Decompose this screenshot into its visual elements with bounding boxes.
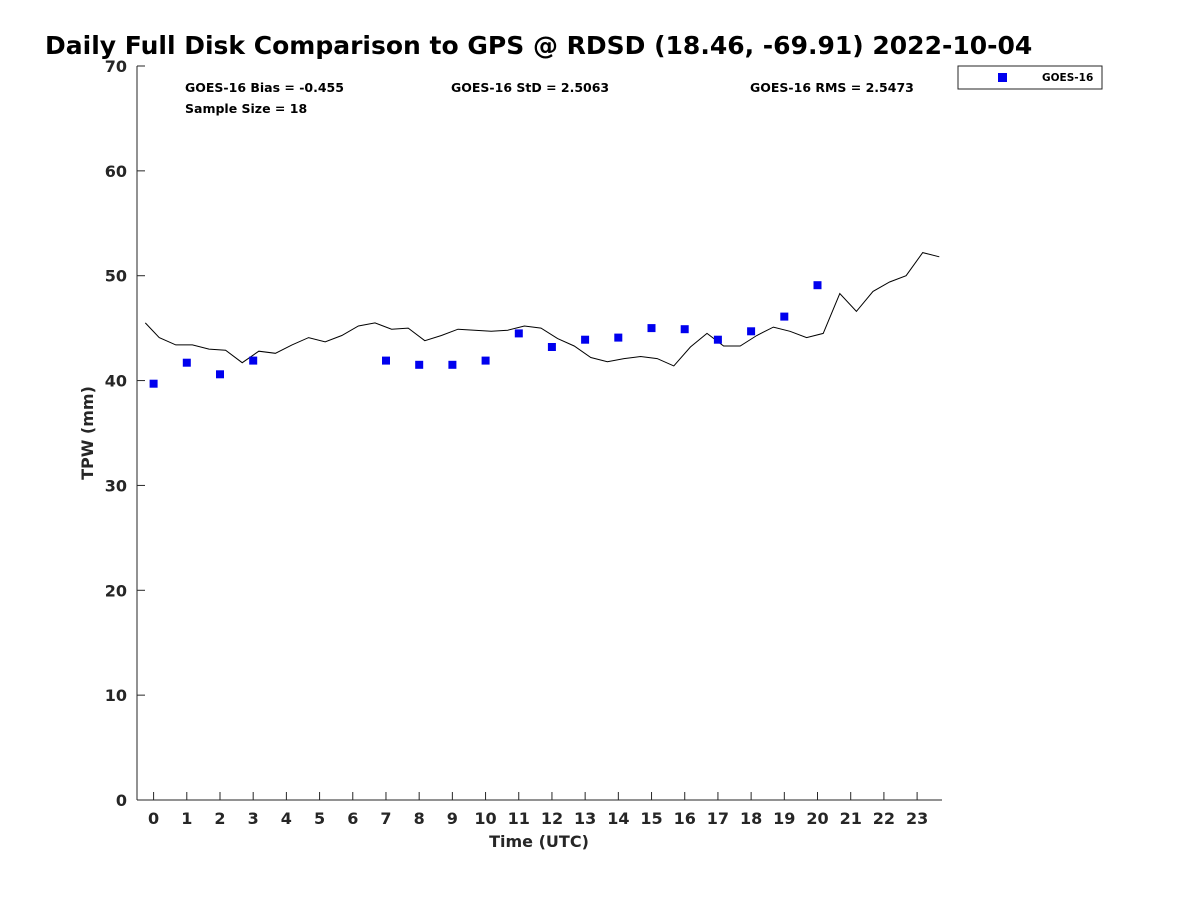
- goes16-point: [149, 379, 158, 388]
- rms-stat: GOES-16 RMS = 2.5473: [750, 80, 914, 95]
- legend: GOES-16: [957, 65, 1103, 90]
- legend-label: GOES-16: [1042, 72, 1093, 84]
- x-tick-label: 22: [873, 809, 895, 828]
- x-tick-label: 23: [906, 809, 928, 828]
- y-tick-label: 20: [105, 581, 127, 600]
- x-tick-label: 14: [607, 809, 629, 828]
- goes16-point: [382, 356, 390, 365]
- gps-series: [144, 252, 940, 367]
- goes16-point: [813, 281, 822, 290]
- goes16-point: [216, 370, 224, 379]
- std-stat: GOES-16 StD = 2.5063: [451, 80, 609, 95]
- x-tick-label: 8: [414, 809, 425, 828]
- y-tick-label: 30: [105, 476, 127, 495]
- x-tick-label: 1: [181, 809, 192, 828]
- chart-title: Daily Full Disk Comparison to GPS @ RDSD…: [45, 31, 1032, 60]
- legend-box: [957, 65, 1103, 90]
- x-tick-label: 0: [148, 809, 159, 828]
- goes16-point: [581, 335, 590, 344]
- bias-stat: GOES-16 Bias = -0.455: [185, 80, 344, 95]
- x-tick-label: 15: [640, 809, 662, 828]
- gps-line: [144, 252, 940, 367]
- x-tick-label: 17: [707, 809, 729, 828]
- x-tick-label: 21: [840, 809, 862, 828]
- goes16-point: [680, 325, 689, 334]
- x-tick-label: 5: [314, 809, 325, 828]
- y-tick-label: 40: [105, 372, 127, 391]
- goes16-point: [481, 356, 490, 365]
- x-tick-label: 2: [214, 809, 225, 828]
- goes16-point: [249, 356, 258, 365]
- x-tick-label: 12: [541, 809, 563, 828]
- goes16-point: [713, 335, 722, 344]
- goes16-point: [747, 327, 756, 336]
- goes16-point: [415, 360, 424, 369]
- x-tick-label: 10: [474, 809, 496, 828]
- x-axis-label: Time (UTC): [489, 832, 589, 851]
- x-tick-label: 4: [281, 809, 292, 828]
- goes16-series: [149, 281, 822, 388]
- x-tick-label: 6: [347, 809, 358, 828]
- goes16-point: [614, 333, 623, 342]
- x-ticks: 0 1 2 3 4 5 6 7 8 9 10 11 12 13 14 15 16 17 18 19 20 21 22 23: [148, 792, 928, 828]
- goes16-point: [780, 312, 789, 321]
- x-tick-label: 20: [806, 809, 828, 828]
- y-tick-label: 0: [116, 791, 127, 810]
- y-ticks: 0 10 20 30 40 50 60 70: [105, 57, 145, 810]
- goes16-point: [448, 360, 457, 369]
- goes16-point: [647, 324, 656, 333]
- x-tick-label: 3: [248, 809, 259, 828]
- y-tick-label: 10: [105, 686, 127, 705]
- x-tick-label: 11: [508, 809, 530, 828]
- goes16-point: [547, 343, 556, 351]
- x-tick-label: 13: [574, 809, 596, 828]
- goes16-point: [514, 329, 523, 338]
- legend-marker: [998, 73, 1007, 82]
- y-tick-label: 70: [105, 57, 127, 76]
- goes16-point: [182, 358, 191, 367]
- x-tick-label: 16: [674, 809, 696, 828]
- x-tick-label: 19: [773, 809, 795, 828]
- y-axis-label: TPW (mm): [78, 386, 97, 480]
- x-tick-label: 7: [380, 809, 391, 828]
- y-tick-label: 60: [105, 162, 127, 181]
- x-tick-label: 9: [447, 809, 458, 828]
- y-tick-label: 50: [105, 267, 127, 286]
- x-tick-label: 18: [740, 809, 762, 828]
- sample-size-stat: Sample Size = 18: [185, 101, 307, 116]
